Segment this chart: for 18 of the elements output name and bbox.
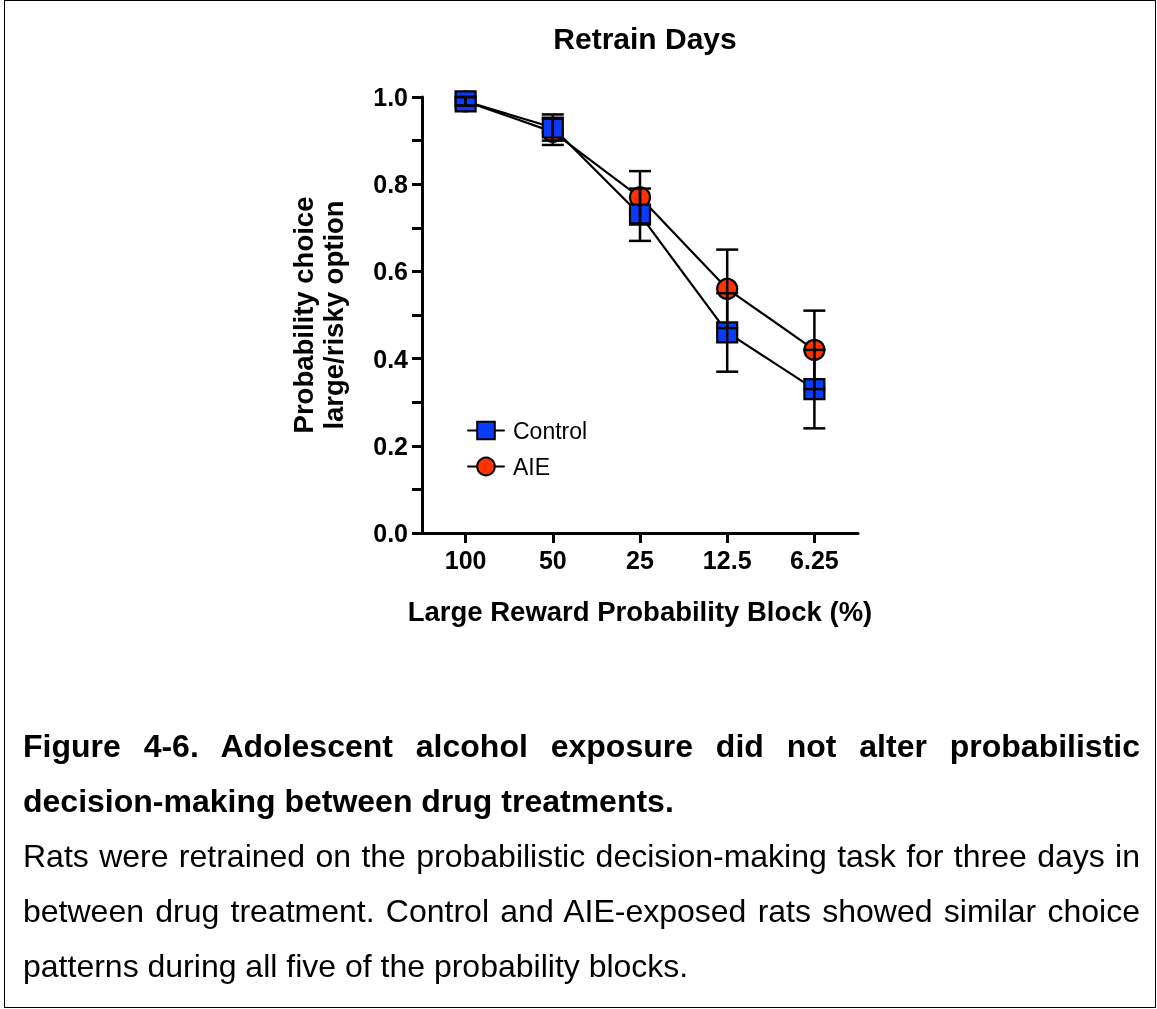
x-tick-label: 50 [538, 545, 567, 574]
chart-title: Retrain Days [553, 21, 737, 55]
x-tick-label: 100 [444, 545, 487, 574]
y-tick-label: 1.0 [373, 83, 408, 111]
x-axis-title: Large Reward Probability Block (%) [407, 595, 873, 627]
y-axis-title: Probability choice large/risky option [287, 196, 349, 434]
y-tick-label: 0.0 [373, 519, 408, 547]
x-tick-label: 12.5 [702, 545, 752, 574]
text: Rats were retrained on the probabilistic decision-making task for three days in between drug treatment. Control and AIE-exposed rats showed similar choice patterns during all five of the probability blocks. [23, 837, 1140, 986]
y-tick-label: 0.2 [373, 431, 408, 460]
x-tick-label: 25 [626, 545, 654, 574]
x-tick-label: 6.25 [790, 545, 839, 574]
legend-label: Control [513, 417, 588, 444]
y-tick-label: 0.4 [373, 344, 409, 373]
y-tick-label: 0.6 [373, 257, 408, 286]
y-tick-label: 0.8 [373, 170, 409, 199]
legend-label: AIE [513, 453, 551, 480]
caption: Figure 4-6. Adolescent alcohol exposure did not alter probabilistic decision-making between drug treatments. [23, 727, 1140, 821]
